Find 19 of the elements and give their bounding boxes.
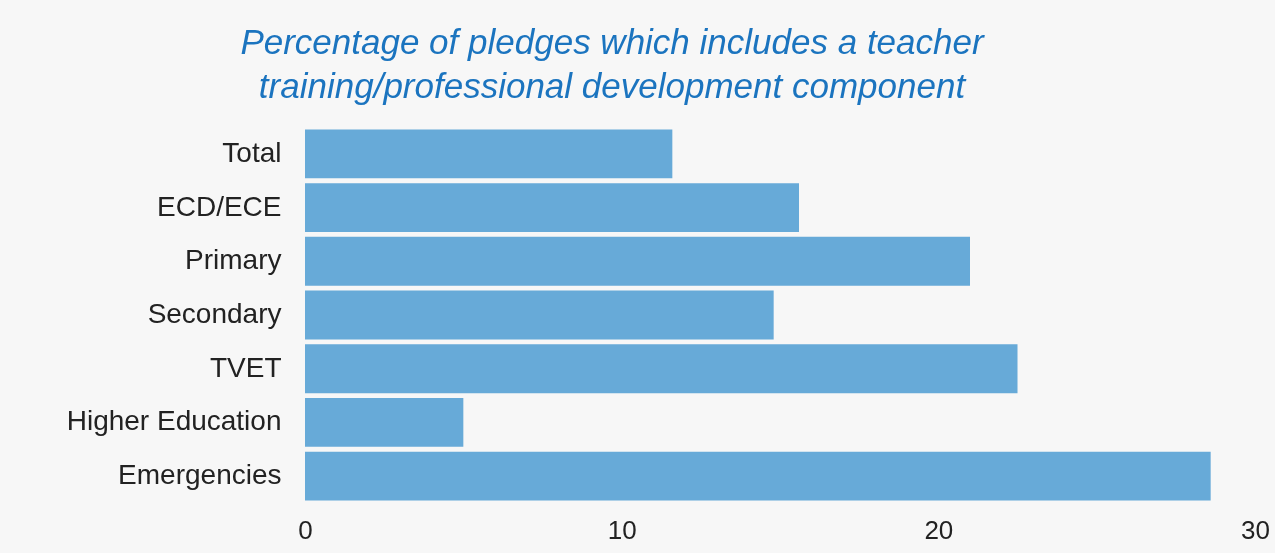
y-tick-label: Total	[222, 136, 282, 168]
x-tick-label: 0	[298, 514, 313, 545]
x-tick-label: 20	[924, 514, 954, 545]
bar	[305, 183, 799, 233]
bar	[305, 397, 464, 447]
bar	[305, 129, 673, 179]
y-tick-label: Secondary	[147, 298, 282, 329]
bar	[305, 290, 774, 340]
x-tick-label: 10	[607, 514, 637, 545]
bar	[305, 451, 1211, 501]
y-tick-label: Primary	[185, 244, 282, 276]
y-tick-label: TVET	[209, 351, 282, 383]
y-tick-label: ECD/ECE	[157, 190, 282, 222]
y-tick-label: Emergencies	[118, 459, 282, 491]
bar	[305, 344, 1018, 394]
x-tick-label: 30	[1241, 514, 1270, 545]
bar	[305, 236, 970, 286]
y-tick-label: Higher Education	[66, 405, 282, 437]
chart-title: Percentage of pledges which includes a teacher training/professional development component	[240, 22, 985, 105]
